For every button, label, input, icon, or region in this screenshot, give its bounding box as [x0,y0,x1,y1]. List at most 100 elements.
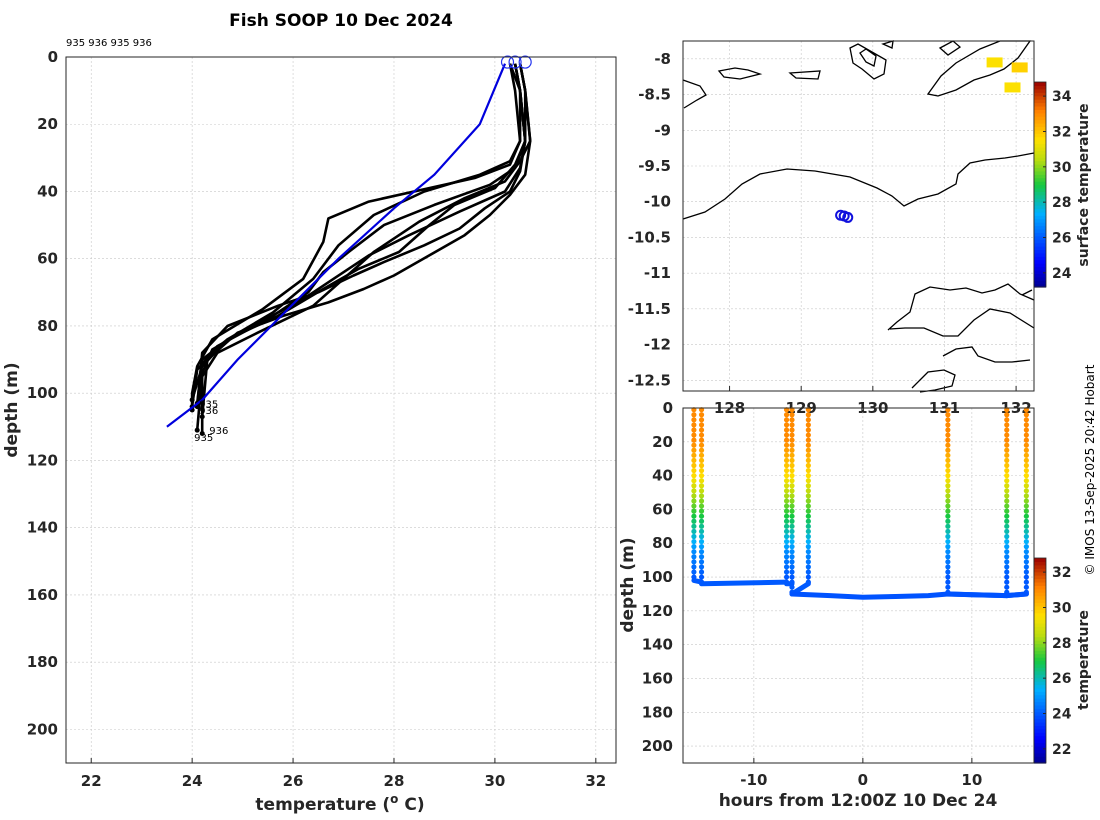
timeseries-ytick-label: 200 [642,737,673,755]
timeseries-colorbar-label: temperature [1076,610,1092,710]
timeseries-point [698,554,705,560]
timeseries-point [1004,478,1010,484]
timeseries-point [789,467,795,474]
map-colorbar-segment [1034,82,1046,87]
timeseries-point [691,417,697,423]
timeseries-colorbar-segment [1034,728,1046,733]
timeseries-point [789,422,795,428]
surface-marker [518,55,532,69]
timeseries-point [805,559,811,565]
timeseries-colorbar-segment [1034,667,1046,672]
timeseries-point [698,417,705,423]
timeseries-point [1023,432,1029,438]
map-colorbar-segment [1034,276,1046,281]
timeseries-point [805,452,811,458]
profile-panel: 22 24 26 28 30 32020406080100120140160180200 … [2,48,617,815]
timeseries-point [698,478,705,484]
timeseries-point [1023,584,1029,590]
timeseries-point [691,564,697,570]
timeseries-point [1004,574,1010,580]
timeseries-point [805,544,811,550]
timeseries-point [1023,564,1029,570]
timeseries-point [789,523,795,529]
timeseries-point [1004,523,1010,529]
timeseries-point [691,483,697,489]
timeseries-point [783,498,790,504]
timeseries-point [1004,518,1010,524]
timeseries-point [691,498,697,504]
profile-end-dot [189,397,195,403]
timeseries-point [805,523,811,529]
map-colorbar-tick-label: 26 [1052,231,1071,247]
timeseries-point [1023,422,1029,428]
timeseries-point [691,559,697,565]
map-colorbar-segment [1034,187,1046,192]
timeseries-ytick-label: 20 [652,433,673,451]
profile-line-p3 [195,63,527,431]
timeseries-colorbar-segment [1034,599,1046,604]
timeseries-point [789,508,795,514]
timeseries-point [691,533,697,540]
timeseries-point [805,427,811,433]
timeseries-point [945,579,951,585]
timeseries-point [698,437,705,443]
timeseries-point [945,473,951,479]
timeseries-xtick-label: 0 [858,771,868,789]
timeseries-point [1004,549,1010,555]
timeseries-colorbar-segment [1034,698,1046,703]
timeseries-point [1023,559,1029,565]
map-ytick-label: -8.5 [638,86,671,104]
profile-end-label: 935 [199,399,218,410]
timeseries-point [783,437,790,443]
map-colorbar-segment [1034,88,1046,93]
timeseries-colorbar-segment [1034,687,1046,692]
timeseries-point [691,478,697,484]
timeseries-point [945,508,951,514]
timeseries-point [1004,503,1010,509]
map-ytick-label: -8 [654,50,671,68]
timeseries-point [1023,452,1029,458]
profile-ytick-label: 0 [48,48,58,66]
timeseries-point [698,574,705,580]
timeseries-point [1004,528,1010,535]
timeseries-point [698,503,705,509]
timeseries-point [789,493,795,499]
timeseries-point [945,427,951,433]
coastline-south [911,289,1033,393]
timeseries-point [698,559,705,565]
timeseries-point [945,584,951,590]
timeseries-point [789,584,795,590]
timeseries-point [783,569,790,575]
timeseries-point [789,427,795,433]
profile-ytick-label: 40 [37,182,58,200]
timeseries-colorbar-segment [1034,670,1046,675]
timeseries-point [945,422,951,428]
timeseries-point [783,473,790,479]
map-ytick-label: -11.5 [628,300,671,318]
timeseries-point [783,452,790,458]
timeseries-point [1023,437,1029,443]
map-colorbar-segment [1034,235,1046,240]
timeseries-point [789,457,795,464]
timeseries-point [945,569,951,575]
timeseries-ytick-label: 140 [642,636,673,654]
map-colorbar-segment [1034,259,1046,264]
timeseries-point [698,483,705,489]
timeseries-colorbar-segment [1034,681,1046,686]
timeseries-point [805,437,811,443]
timeseries-point [805,579,811,585]
timeseries-point [1004,493,1010,499]
timeseries-colorbar-segment [1034,732,1046,737]
timeseries-colorbar-segment [1034,725,1046,730]
timeseries-colorbar-segment [1034,749,1046,754]
timeseries-point [789,473,795,479]
timeseries-point [945,417,951,423]
timeseries-colorbar-tick-label: 28 [1052,636,1071,652]
timeseries-point [698,569,705,575]
profile-xtick-label: 28 [384,772,405,790]
map-grid [683,41,1034,391]
timeseries-point [698,457,705,464]
timeseries-colorbar-segment [1034,609,1046,614]
